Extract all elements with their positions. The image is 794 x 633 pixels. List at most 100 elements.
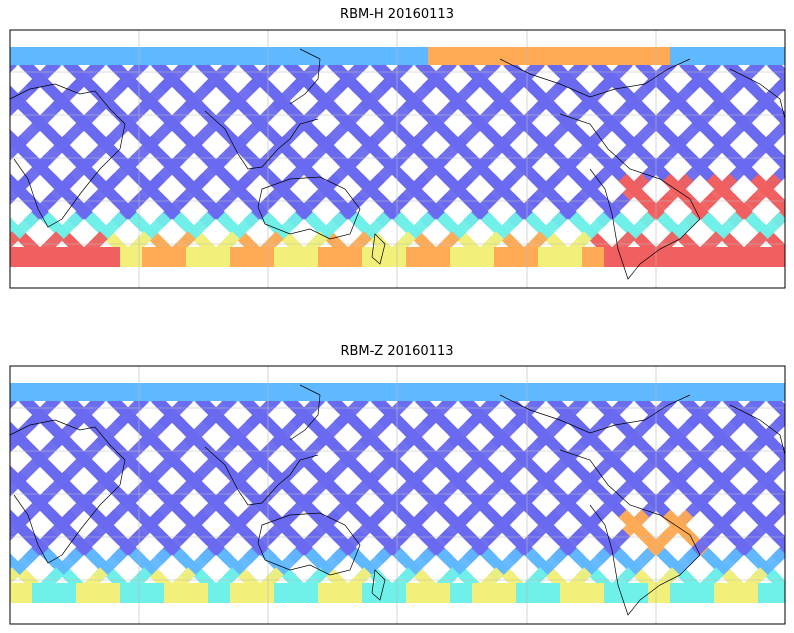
band-cell-bottom (582, 583, 604, 603)
band-cell-bottom (362, 583, 384, 603)
band-cell-bottom (384, 583, 406, 603)
band-cell-top (54, 47, 76, 65)
swath-segment-asc (777, 250, 785, 266)
band-cell-bottom (384, 247, 406, 267)
swath-segment-desc (769, 192, 785, 216)
coastline (499, 394, 691, 434)
band-cell-bottom (120, 247, 142, 267)
band-cell-bottom (252, 247, 274, 267)
band-cell-bottom (450, 583, 472, 603)
band-cell-bottom (780, 247, 785, 267)
band-cell-top (208, 383, 230, 401)
swath-segment-asc (779, 118, 785, 130)
band-cell-bottom (670, 583, 692, 603)
swath-segment-asc (10, 432, 23, 453)
band-cell-top (384, 383, 406, 401)
band-cell-top (428, 383, 450, 401)
band-cell-top (406, 383, 428, 401)
band-cell-top (472, 383, 494, 401)
band-cell-top (648, 47, 670, 65)
map-panel-rbm-z (0, 365, 786, 625)
swath-segment-desc (10, 421, 11, 422)
band-cell-top (384, 47, 406, 65)
band-cell-top (252, 47, 274, 65)
satellite-swaths (10, 47, 785, 267)
band-cell-bottom (32, 583, 54, 603)
panel-title-rbm-h: RBM-H 20160113 (340, 7, 454, 22)
band-cell-top (626, 47, 648, 65)
band-cell-top (670, 47, 692, 65)
band-cell-bottom (274, 247, 296, 267)
band-cell-top (252, 383, 274, 401)
band-cell-top (164, 383, 186, 401)
band-cell-bottom (428, 247, 450, 267)
band-cell-bottom (494, 583, 516, 603)
swath-segment-asc (779, 454, 785, 466)
band-cell-bottom (648, 583, 670, 603)
band-cell-bottom (538, 583, 560, 603)
map-frame (9, 29, 786, 289)
band-cell-top (560, 383, 582, 401)
band-cell-bottom (780, 583, 785, 603)
panel-title-rbm-z: RBM-Z 20160113 (340, 344, 454, 359)
swath-segment-desc (781, 119, 785, 128)
coastline (499, 58, 691, 98)
band-cell-top (604, 383, 626, 401)
band-cell-bottom (10, 247, 32, 267)
band-cell-top (318, 383, 340, 401)
band-cell-top (186, 383, 208, 401)
band-cell-top (648, 383, 670, 401)
band-cell-top (120, 47, 142, 65)
band-cell-bottom (252, 583, 274, 603)
band-cell-bottom (472, 583, 494, 603)
band-cell-top (318, 47, 340, 65)
band-cell-top (604, 47, 626, 65)
band-cell-bottom (648, 247, 670, 267)
coastline (729, 404, 786, 456)
coastline (559, 113, 701, 280)
band-cell-bottom (692, 583, 714, 603)
map-frame (9, 365, 786, 625)
coastline (257, 176, 361, 240)
map-panel-rbm-h (9, 29, 786, 289)
band-cell-bottom (142, 247, 164, 267)
band-cell-bottom (230, 247, 252, 267)
coastline (371, 569, 386, 601)
coastline (559, 449, 701, 616)
band-cell-top (186, 47, 208, 65)
swath-segment-desc (761, 432, 785, 464)
swath-segment-asc (10, 532, 15, 541)
coastline (371, 233, 386, 265)
band-cell-bottom (736, 247, 758, 267)
band-cell-top (780, 47, 785, 65)
band-cell-top (670, 383, 692, 401)
band-cell-top (296, 383, 318, 401)
band-cell-bottom (758, 247, 780, 267)
coastline (204, 110, 319, 170)
swath-segment-desc (10, 173, 19, 190)
band-cell-bottom (76, 583, 98, 603)
swath-segment-asc (0, 498, 1, 517)
coastline (289, 384, 321, 441)
band-cell-top (494, 383, 516, 401)
band-cell-bottom (560, 247, 582, 267)
band-cell-bottom (296, 583, 318, 603)
band-cell-top (714, 47, 736, 65)
band-cell-top (142, 47, 164, 65)
band-cell-bottom (32, 247, 54, 267)
band-cell-top (560, 47, 582, 65)
band-cell-bottom (208, 583, 230, 603)
band-cell-bottom (296, 247, 318, 267)
band-cell-top (736, 47, 758, 65)
band-cell-bottom (164, 247, 186, 267)
swath-segment-asc (777, 586, 785, 602)
band-cell-top (406, 47, 428, 65)
band-cell-bottom (230, 583, 252, 603)
band-cell-top (362, 383, 384, 401)
band-cell-bottom (758, 583, 780, 603)
band-cell-bottom (120, 583, 142, 603)
band-cell-bottom (406, 583, 428, 603)
swath-segment-desc (10, 553, 13, 559)
swath-segment-desc (10, 85, 11, 86)
band-cell-bottom (318, 247, 340, 267)
